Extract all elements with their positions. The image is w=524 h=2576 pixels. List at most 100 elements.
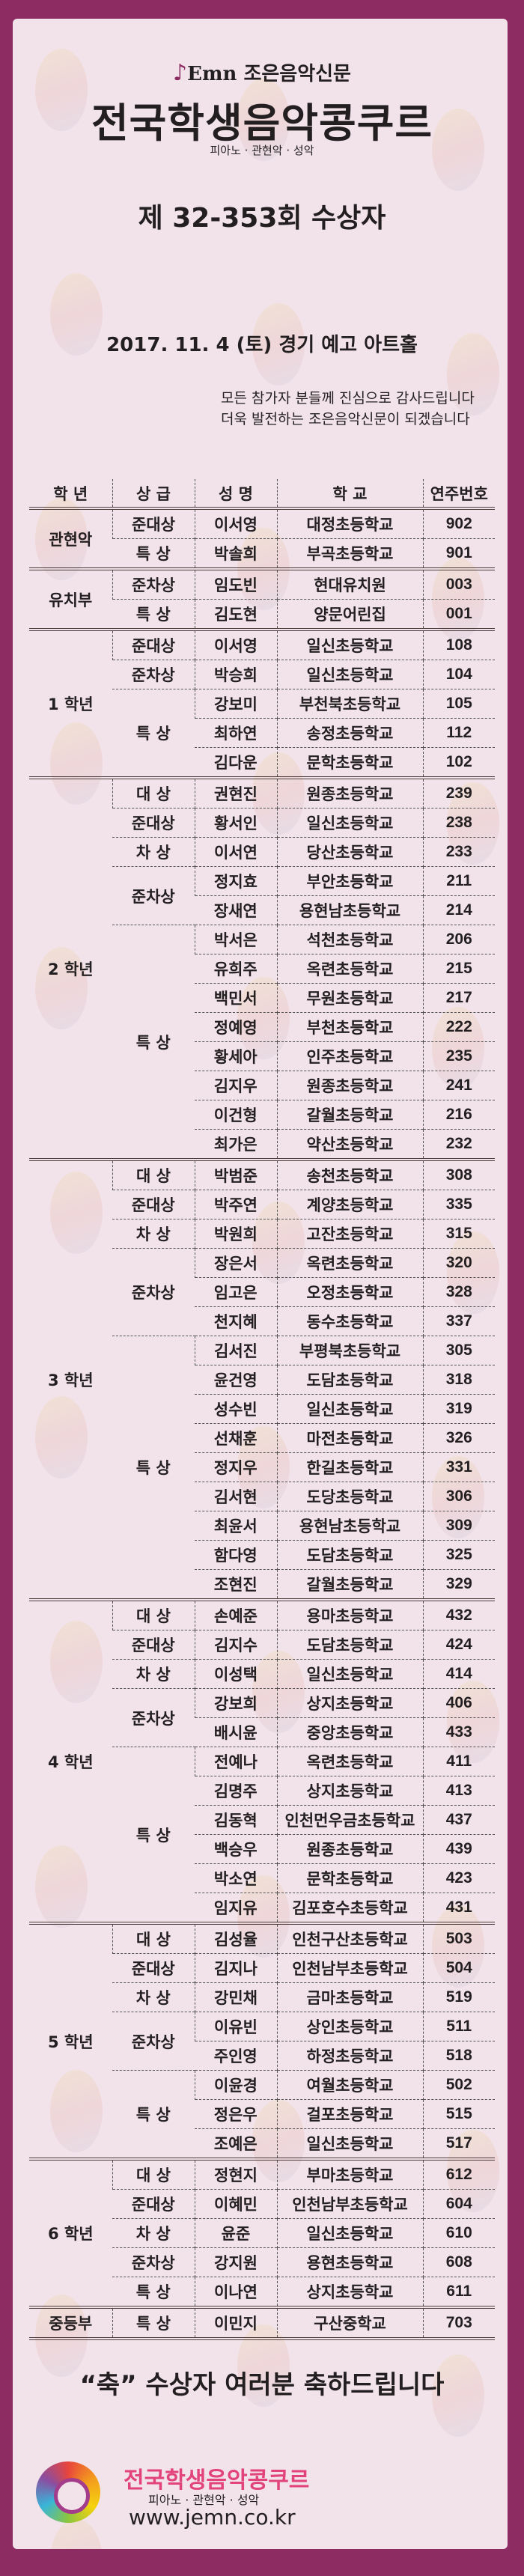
- school-cell: 구산중학교: [276, 2306, 423, 2339]
- table-row: 최윤서 용현남초등학교 309: [29, 1511, 495, 1541]
- performance-number-cell: 902: [422, 508, 495, 539]
- performance-number-cell: 503: [422, 1922, 495, 1954]
- name-cell: 이윤경: [194, 2070, 277, 2100]
- performance-number-cell: 414: [422, 1659, 495, 1689]
- performance-number-cell: 108: [422, 629, 495, 660]
- performance-number-cell: 502: [422, 2070, 495, 2100]
- name-cell: 김지우: [195, 1071, 277, 1100]
- grade-cell: 6 학년: [29, 2158, 112, 2307]
- watermark-logo-icon: [35, 49, 88, 131]
- school-cell: 인천먼우금초등학교: [276, 1805, 423, 1835]
- performance-number-cell: 206: [422, 925, 495, 954]
- performance-number-cell: 003: [422, 568, 495, 600]
- name-cell: 박승희: [194, 660, 277, 689]
- column-header: 학 년: [53, 484, 88, 503]
- school-cell: 부천북초등학교: [276, 689, 423, 719]
- award-cell: 특 상: [112, 1336, 195, 1600]
- name-cell: 강지원: [194, 2247, 277, 2277]
- performance-number-cell: 325: [422, 1540, 495, 1570]
- school-cell: 일신초등학교: [276, 629, 423, 660]
- name-cell: 최가은: [195, 1129, 277, 1160]
- school-cell: 문학초등학교: [276, 1863, 423, 1893]
- table-row: 특 상 강보미 부천북초등학교 105: [29, 689, 495, 778]
- table-row: 이건형 갈월초등학교 216: [29, 1100, 495, 1130]
- column-header: 상 급: [112, 479, 195, 508]
- school-cell: 금마초등학교: [276, 1982, 423, 2012]
- award-cell: 특 상: [112, 1747, 195, 1923]
- column-header: 연주번호: [422, 479, 495, 508]
- school-cell: 송정초등학교: [276, 718, 423, 748]
- column-header: 학 교: [276, 479, 423, 508]
- contest-title: 전국학생음악콩쿠르: [91, 100, 433, 147]
- table-row: 김다운 문학초등학교 102: [29, 747, 495, 778]
- school-cell: 일신초등학교: [276, 1659, 423, 1689]
- award-cell: 준차상: [112, 660, 195, 689]
- performance-number-cell: 102: [422, 747, 495, 778]
- performance-number-cell: 112: [422, 718, 495, 748]
- school-cell: 원종초등학교: [276, 1071, 423, 1100]
- name-cell: 박서은: [194, 925, 277, 954]
- school-cell: 갈월초등학교: [276, 1100, 423, 1130]
- name-cell: 김다운: [195, 747, 277, 778]
- brand-logo: ♪Emn 조은음악신문: [0, 58, 524, 86]
- school-cell: 부천초등학교: [276, 1012, 423, 1042]
- award-cell: 차 상: [112, 1982, 195, 2012]
- table-row: 차 상 윤준 일신초등학교 610: [29, 2218, 495, 2248]
- school-cell: 여월초등학교: [276, 2070, 423, 2100]
- name-cell: 박주연: [194, 1190, 277, 1220]
- award-cell: 특 상: [112, 599, 195, 630]
- school-cell: 원종초등학교: [276, 777, 423, 809]
- grade-cell: 중등부: [29, 2306, 112, 2339]
- school-cell: 용마초등학교: [276, 1599, 423, 1630]
- performance-number-cell: 315: [422, 1219, 495, 1249]
- performance-number-cell: 411: [422, 1747, 495, 1776]
- table-row: 김서현 도당초등학교 306: [29, 1482, 495, 1511]
- watermark-logo-icon: [237, 79, 290, 161]
- name-cell: 김서진: [194, 1336, 277, 1365]
- name-cell: 윤준: [194, 2218, 277, 2248]
- performance-number-cell: 239: [422, 777, 495, 809]
- table-row: 특 상 이나연 상지초등학교 611: [29, 2277, 495, 2307]
- name-cell: 주인영: [195, 2041, 277, 2071]
- school-cell: 부안초등학교: [276, 866, 423, 896]
- name-cell: 유희주: [195, 954, 277, 984]
- grade-group: 3 학년 대 상 박범준 송천초등학교 308 준대상 박주연 계양초등학교 335 차 상 박원희…: [29, 1159, 495, 1600]
- table-row: 특 상 박솔희 부곡초등학교 901: [29, 538, 495, 569]
- table-row: 특 상 김서진 부평북초등학교 305: [29, 1336, 495, 1600]
- award-cell: 특 상: [112, 2070, 195, 2159]
- grade-cell: 3 학년: [29, 1159, 112, 1600]
- table-row: 김동혁 인천먼우금초등학교 437: [29, 1805, 495, 1835]
- grade-group: 관현악 준대상 이서영 대정초등학교 902 특 상 박솔희 부곡초등학교 901: [29, 508, 495, 569]
- performance-number-cell: 437: [422, 1805, 495, 1835]
- table-row: 백민서 무원초등학교 217: [29, 983, 495, 1013]
- name-cell: 최하연: [195, 718, 277, 748]
- school-cell: 인천남부초등학교: [276, 1953, 423, 1983]
- name-cell: 백승우: [195, 1834, 277, 1864]
- performance-number-cell: 331: [422, 1452, 495, 1482]
- grade-cell: 5 학년: [29, 1922, 112, 2159]
- grade-group: 중등부 특 상 이민지 구산중학교 703: [29, 2306, 495, 2339]
- thanks-line-2: 더욱 발전하는 조은음악신문이 되겠습니다: [221, 411, 470, 427]
- name-cell: 정은우: [195, 2099, 277, 2129]
- table-row: 정예영 부천초등학교 222: [29, 1012, 495, 1042]
- performance-number-cell: 511: [422, 2012, 495, 2041]
- school-cell: 원종초등학교: [276, 1834, 423, 1864]
- name-cell: 박솔희: [194, 538, 277, 569]
- table-row: 4 학년 대 상 손예준 용마초등학교 432: [29, 1599, 495, 1923]
- school-cell: 계양초등학교: [276, 1190, 423, 1220]
- award-cell: 준대상: [112, 808, 195, 838]
- date-venue: 2017. 11. 4 (토) 경기 예고 아트홀: [106, 334, 418, 356]
- name-cell: 박원희: [194, 1219, 277, 1249]
- award-cell: 준대상: [112, 1190, 195, 1220]
- watermark-logo-icon: [252, 303, 305, 386]
- footer-logo-subtitle: 피아노 · 관현악 · 성악: [148, 2493, 260, 2507]
- performance-number-cell: 326: [422, 1423, 495, 1453]
- award-cell: 차 상: [112, 2218, 195, 2248]
- watermark-logo-icon: [50, 2519, 103, 2549]
- name-cell: 임도빈: [194, 568, 277, 600]
- performance-number-cell: 423: [422, 1863, 495, 1893]
- school-cell: 석천초등학교: [276, 925, 423, 954]
- award-cell: 대 상: [112, 1922, 195, 1954]
- school-cell: 송천초등학교: [276, 1159, 423, 1190]
